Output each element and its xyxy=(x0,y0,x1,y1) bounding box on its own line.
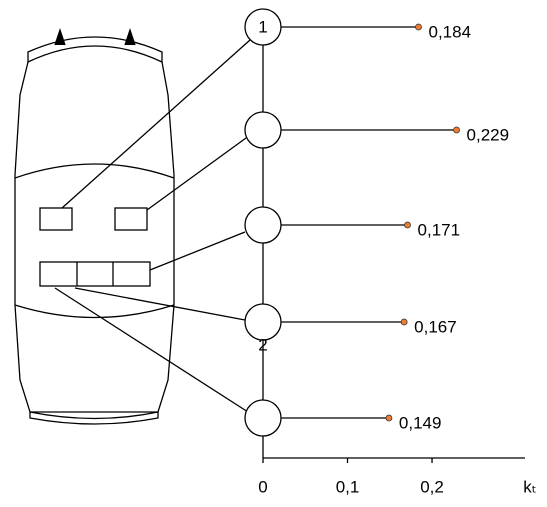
row-node xyxy=(244,399,282,437)
row-node xyxy=(244,111,282,149)
row-node xyxy=(244,8,282,46)
dot xyxy=(404,221,411,229)
node-label: 2 xyxy=(258,335,267,354)
dot xyxy=(415,23,422,31)
value-label: 0,184 xyxy=(429,22,472,41)
row-node xyxy=(244,303,282,341)
row-node xyxy=(244,206,282,244)
x-tick-label: 0 xyxy=(258,477,267,496)
car-drawing xyxy=(14,27,264,458)
x-axis-label: kₜ xyxy=(523,477,537,496)
x-tick-label: 0,1 xyxy=(336,477,360,496)
x-tick-label: 0,2 xyxy=(420,477,444,496)
dot xyxy=(453,126,460,134)
node-label: 1 xyxy=(258,17,267,36)
value-label: 0,149 xyxy=(399,413,442,432)
value-label: 0,167 xyxy=(414,317,457,336)
dot xyxy=(385,414,393,422)
dot xyxy=(400,318,408,326)
value-label: 0,229 xyxy=(467,125,510,144)
value-label: 0,171 xyxy=(418,220,461,239)
